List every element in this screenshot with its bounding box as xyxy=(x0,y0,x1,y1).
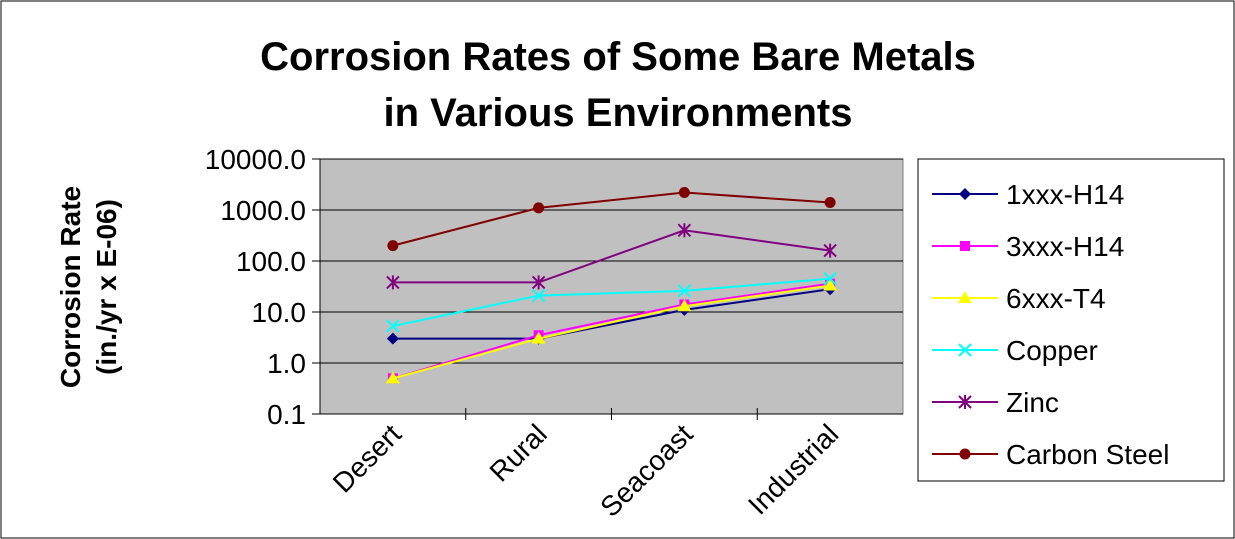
data-point xyxy=(823,271,837,286)
data-point xyxy=(677,223,692,238)
series-line xyxy=(392,282,831,380)
series-group xyxy=(385,187,838,384)
legend-item: 1xxx-H14 xyxy=(932,179,1124,210)
series-copper xyxy=(386,271,837,333)
data-point xyxy=(678,187,690,199)
legend-label: Copper xyxy=(1006,335,1098,366)
data-point xyxy=(533,202,545,214)
chart-title-line1: Corrosion Rates of Some Bare Metals xyxy=(260,35,976,79)
series-zinc xyxy=(386,223,837,290)
legend-item: Carbon Steel xyxy=(932,439,1169,470)
y-tick-label: 1000.0 xyxy=(220,195,306,226)
data-point xyxy=(823,278,838,291)
data-point xyxy=(677,284,692,298)
data-point xyxy=(677,299,692,312)
legend-label: Zinc xyxy=(1006,387,1059,418)
data-point xyxy=(960,241,970,251)
legend-label: 3xxx-H14 xyxy=(1006,231,1124,262)
data-point xyxy=(823,243,837,258)
series-line xyxy=(392,277,831,328)
chart-title-line2: in Various Environments xyxy=(383,91,852,135)
legend-label: 6xxx-T4 xyxy=(1006,283,1106,314)
legend-item: Copper xyxy=(932,335,1098,366)
data-point xyxy=(387,240,399,252)
data-point xyxy=(385,371,400,384)
data-point xyxy=(386,319,400,333)
legend-box xyxy=(917,158,1225,482)
legend-item: 3xxx-H14 xyxy=(932,231,1124,262)
y-tick-label: 100.0 xyxy=(236,246,306,277)
series-line xyxy=(392,229,831,284)
series-6xxx-t4 xyxy=(385,278,838,384)
legend-label: 1xxx-H14 xyxy=(1006,179,1124,210)
series-line xyxy=(392,191,831,247)
y-axis-label-line1: Corrosion Rate xyxy=(55,186,86,388)
data-point xyxy=(958,291,972,303)
data-point xyxy=(959,188,971,200)
data-point xyxy=(386,275,400,290)
data-point xyxy=(531,275,546,290)
data-point xyxy=(958,395,972,409)
data-point xyxy=(824,197,836,209)
data-point xyxy=(531,331,546,344)
series-line xyxy=(392,288,831,340)
y-axis-label-line2: (in./yr x E-06) xyxy=(91,199,122,375)
legend-item: 6xxx-T4 xyxy=(932,283,1106,314)
y-tick-label: 10.0 xyxy=(252,297,307,328)
legend-label: Carbon Steel xyxy=(1006,439,1169,470)
data-point xyxy=(958,343,972,357)
y-tick-label: 1.0 xyxy=(267,348,306,379)
data-point xyxy=(959,448,971,460)
data-point xyxy=(531,288,546,303)
legend-item: Zinc xyxy=(932,387,1059,418)
data-point xyxy=(386,332,399,345)
y-tick-label: 0.1 xyxy=(267,399,306,430)
legend: 1xxx-H14 3xxx-H14 6xxx-T4 Copper Zinc Carbon … xyxy=(917,158,1225,482)
y-tick-label: 10000.0 xyxy=(205,144,306,175)
series-carbon-steel xyxy=(387,187,836,252)
series-line xyxy=(392,284,831,380)
